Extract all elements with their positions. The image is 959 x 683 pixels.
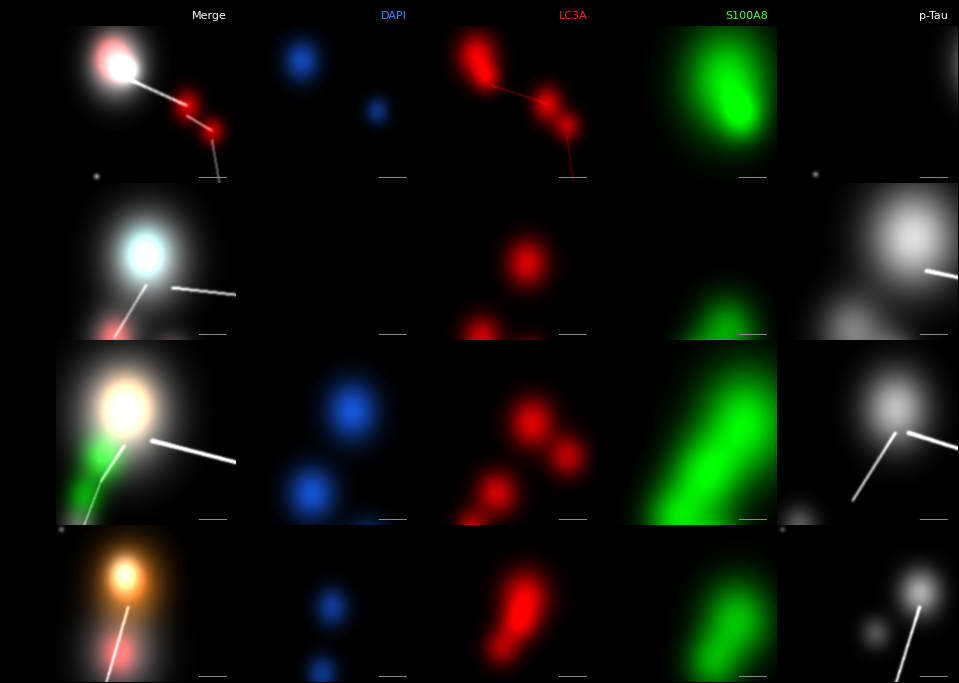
- Text: DEA NOate: DEA NOate: [23, 404, 33, 461]
- Text: LC3A: LC3A: [559, 10, 588, 20]
- Text: Rapamycin: Rapamycin: [23, 233, 33, 290]
- Text: DAPI: DAPI: [382, 10, 408, 20]
- Text: DEA NO, Rapa: DEA NO, Rapa: [23, 566, 33, 640]
- Text: p-Tau: p-Tau: [919, 10, 948, 20]
- Text: S100A8: S100A8: [725, 10, 768, 20]
- Text: Merge: Merge: [192, 10, 227, 20]
- Text: Control: Control: [23, 85, 33, 124]
